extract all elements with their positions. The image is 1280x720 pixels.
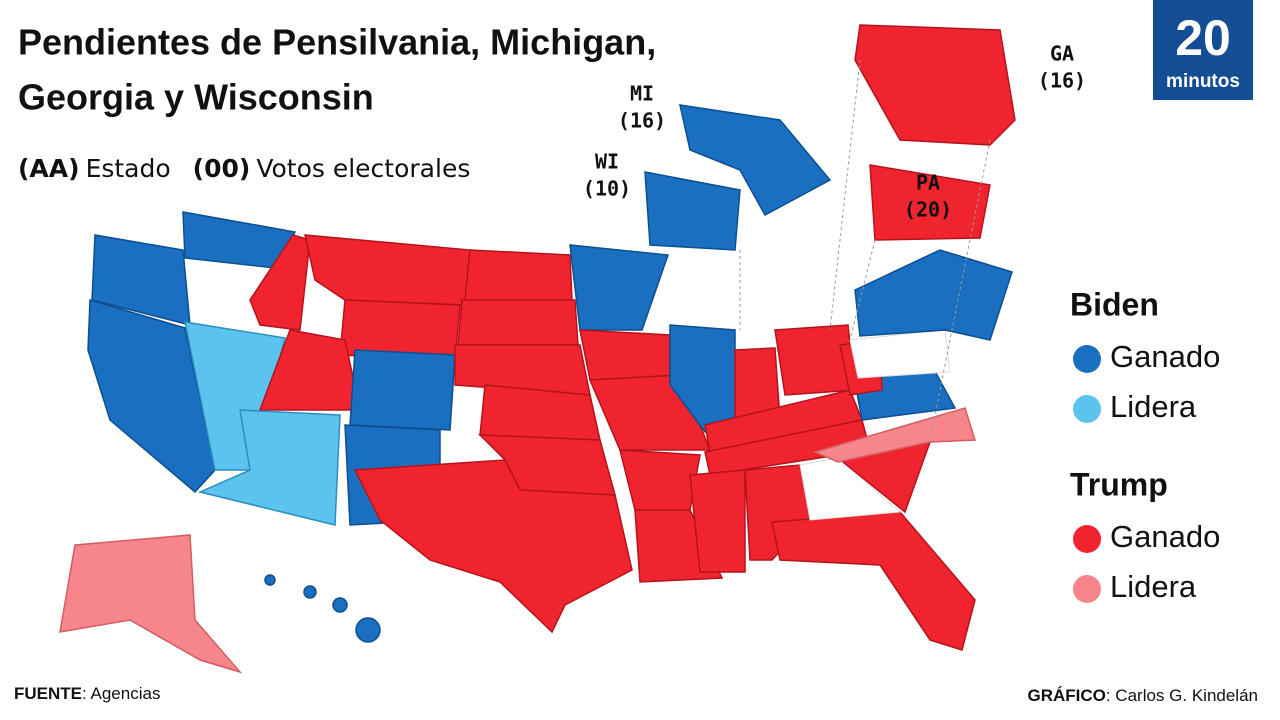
state xyxy=(197,409,341,526)
legend-swatch xyxy=(1073,575,1101,603)
state-hole xyxy=(799,457,902,521)
callout-state: MI xyxy=(630,82,654,106)
legend-swatch xyxy=(1073,345,1101,373)
title-line: Georgia y Wisconsin xyxy=(18,77,374,118)
state xyxy=(59,534,243,674)
logo-box xyxy=(1153,0,1253,100)
state xyxy=(457,299,579,346)
source-text: : Agencias xyxy=(82,684,160,703)
key-text: Votos electorales xyxy=(256,154,470,183)
logo-number: 20 xyxy=(1175,10,1231,66)
state xyxy=(454,344,591,396)
legend-label: Lidera xyxy=(1110,389,1197,424)
state xyxy=(771,511,976,651)
state xyxy=(579,329,681,381)
source-label: FUENTE xyxy=(14,684,82,703)
credit-label: GRÁFICO xyxy=(1027,686,1105,705)
logo-text: minutos xyxy=(1166,71,1240,92)
leader xyxy=(929,139,991,441)
state xyxy=(869,164,991,241)
callout-state: GA xyxy=(1050,42,1074,66)
key-code: (00) xyxy=(193,154,251,183)
state xyxy=(854,24,1016,146)
legend-swatch xyxy=(1073,395,1101,423)
state xyxy=(349,349,456,431)
credit-text: : Carlos G. Kindelán xyxy=(1106,686,1258,705)
callout-votes: (16) xyxy=(618,109,666,133)
state xyxy=(854,249,1013,341)
map xyxy=(59,24,1016,674)
legend-label: Lidera xyxy=(1110,569,1197,604)
legend-label: Ganado xyxy=(1110,519,1220,554)
key: (AA) Estado (00) Votos electorales xyxy=(18,154,470,183)
state xyxy=(353,459,633,634)
legend-label: Ganado xyxy=(1110,339,1220,374)
callout-state: PA xyxy=(916,171,940,195)
source: FUENTE: Agencias xyxy=(14,684,160,703)
state-hole xyxy=(849,329,951,379)
state xyxy=(87,299,216,494)
key-text: Estado xyxy=(86,154,171,183)
state xyxy=(812,407,977,463)
callout-votes: (20) xyxy=(904,198,952,222)
state xyxy=(689,469,746,573)
state xyxy=(304,234,471,306)
leader xyxy=(849,239,876,341)
hawaii xyxy=(264,574,381,643)
title-line: Pendientes de Pensilvania, Michigan, xyxy=(18,22,656,63)
state xyxy=(569,244,670,331)
legend: Biden Ganado Lidera Trump Ganado Lidera xyxy=(1070,286,1220,604)
legend-heading: Biden xyxy=(1070,286,1159,322)
state xyxy=(679,104,832,217)
state xyxy=(619,449,701,511)
callout-state: WI xyxy=(595,150,619,174)
callout-votes: (10) xyxy=(583,177,631,201)
callout-votes: (16) xyxy=(1038,69,1086,93)
state xyxy=(644,171,741,251)
legend-heading: Trump xyxy=(1070,466,1168,502)
credit: GRÁFICO: Carlos G. Kindelán xyxy=(1027,686,1258,705)
key-code: (AA) xyxy=(18,154,80,183)
legend-swatch xyxy=(1073,525,1101,553)
state xyxy=(464,249,573,301)
